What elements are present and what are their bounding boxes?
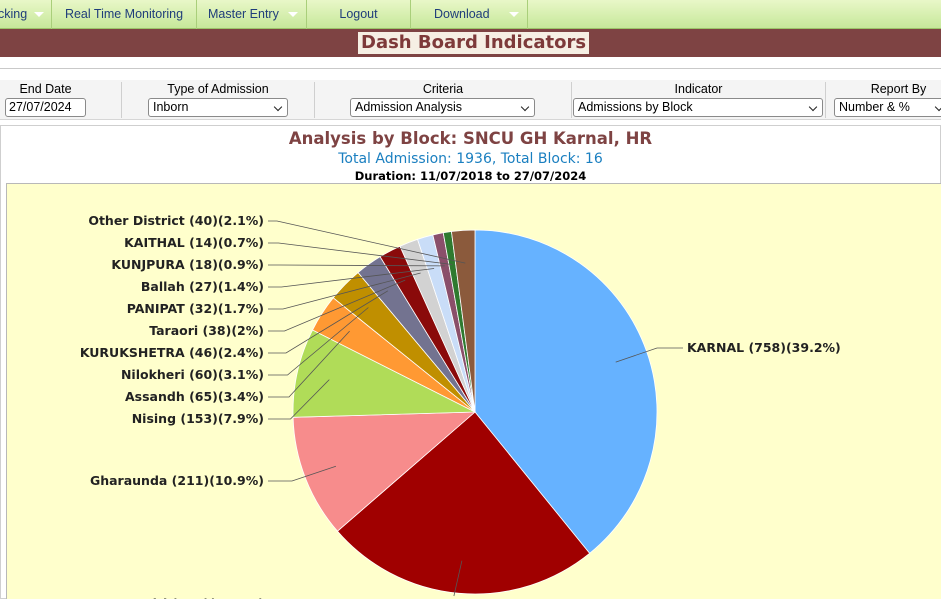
report-by-value: Number & % [839, 100, 910, 114]
admission-type-label: Type of Admission [167, 82, 269, 96]
end-date-group: End Date 27/07/2024 [0, 80, 121, 120]
plot-area: KARNAL (758)(39.2%) Indri (474)(24.5%) Gha… [6, 183, 941, 599]
slice-connector [268, 465, 337, 482]
slice-connector [268, 242, 453, 265]
menu-item-logout[interactable]: Logout [307, 0, 411, 29]
slice-label: KURUKSHETRA (46)(2.4%) [80, 345, 264, 360]
slice-connector [268, 279, 406, 332]
slice-connector [268, 307, 369, 376]
slice-label: KARNAL (758)(39.2%) [687, 340, 841, 355]
menu-item-label: Master Entry [208, 7, 279, 21]
report-by-group: Report By Number & % [826, 80, 941, 120]
menu-item-label: cking [0, 7, 28, 21]
chevron-down-icon [520, 102, 530, 112]
criteria-select[interactable]: Admission Analysis [350, 98, 535, 117]
indicator-label: Indicator [674, 82, 723, 96]
menu-item-label: Real Time Monitoring [64, 7, 184, 21]
slice-label: Assandh (65)(3.4%) [125, 389, 264, 404]
slice-connector [268, 379, 330, 420]
indicator-select[interactable]: Admissions by Block [573, 98, 823, 117]
slice-connector [268, 272, 421, 310]
slice-connector [453, 560, 463, 597]
top-menu-bar: cking Real Time Monitoring Master Entry … [0, 0, 941, 29]
pie-slice[interactable] [292, 411, 477, 532]
divider [825, 82, 826, 118]
end-date-input[interactable]: 27/07/2024 [5, 98, 86, 117]
slice-connector [268, 264, 445, 267]
slice-label: PANIPAT (32)(1.7%) [127, 301, 264, 316]
divider [314, 82, 315, 118]
page-title: Dash Board Indicators [358, 32, 590, 54]
menu-item-tracking[interactable]: cking [0, 0, 52, 29]
indicator-group: Indicator Admissions by Block [572, 80, 825, 120]
report-by-select[interactable]: Number & % [834, 98, 941, 117]
slice-label: KUNJPURA (18)(0.9%) [111, 257, 264, 272]
criteria-label: Criteria [422, 82, 464, 96]
slice-label: Nilokheri (60)(3.1%) [121, 367, 264, 382]
menu-item-label: Logout [339, 7, 378, 21]
indicator-value: Admissions by Block [578, 100, 693, 114]
report-by-label: Report By [870, 82, 927, 96]
menu-item-label: Download [434, 7, 490, 21]
chevron-down-icon [509, 12, 519, 17]
criteria-group: Criteria Admission Analysis [315, 80, 571, 120]
pie-slice[interactable] [292, 329, 476, 418]
menu-item-master-entry[interactable]: Master Entry [197, 0, 307, 29]
slice-connector [268, 220, 466, 264]
chart-title: Analysis by Block: SNCU GH Karnal, HR [288, 129, 653, 148]
title-bar: Dash Board Indicators [0, 29, 941, 57]
divider [0, 68, 941, 69]
divider [121, 82, 122, 118]
chevron-down-icon [34, 12, 44, 17]
criteria-value: Admission Analysis [355, 100, 462, 114]
slice-connector [615, 347, 683, 363]
chart-subtitle: Total Admission: 1936, Total Block: 16 [338, 151, 603, 167]
chevron-down-icon [808, 102, 818, 112]
slice-label: Indri (474)(24.5%) [134, 596, 264, 599]
admission-type-select[interactable]: Inborn [148, 98, 288, 117]
filter-bar: End Date 27/07/2024 Type of Admission In… [0, 80, 941, 120]
slice-label: Ballah (27)(1.4%) [141, 279, 264, 294]
chevron-down-icon [934, 102, 941, 112]
slice-label: Other District (40)(2.1%) [88, 213, 264, 228]
menu-item-download[interactable]: Download [411, 0, 528, 29]
chevron-down-icon [273, 102, 283, 112]
slice-label: Taraori (38)(2%) [149, 323, 264, 338]
admission-type-value: Inborn [153, 100, 189, 114]
divider [571, 82, 572, 118]
pie-slice[interactable] [450, 229, 476, 413]
slice-label: Gharaunda (211)(10.9%) [90, 473, 264, 488]
slice-connector [268, 330, 350, 398]
pie-chart: KARNAL (758)(39.2%) Indri (474)(24.5%) Gha… [80, 213, 841, 599]
menu-item-real-time-monitoring[interactable]: Real Time Monitoring [52, 0, 197, 29]
chart-duration: Duration: 11/07/2018 to 27/07/2024 [354, 169, 587, 183]
slice-connector [268, 268, 435, 288]
slice-connector [268, 290, 389, 354]
chevron-down-icon [288, 12, 298, 17]
pie-slice[interactable] [336, 411, 591, 595]
slice-label: KAITHAL (14)(0.7%) [124, 235, 264, 250]
end-date-label: End Date [19, 82, 72, 96]
slice-label: Nising (153)(7.9%) [132, 411, 264, 426]
admission-type-group: Type of Admission Inborn [122, 80, 314, 120]
